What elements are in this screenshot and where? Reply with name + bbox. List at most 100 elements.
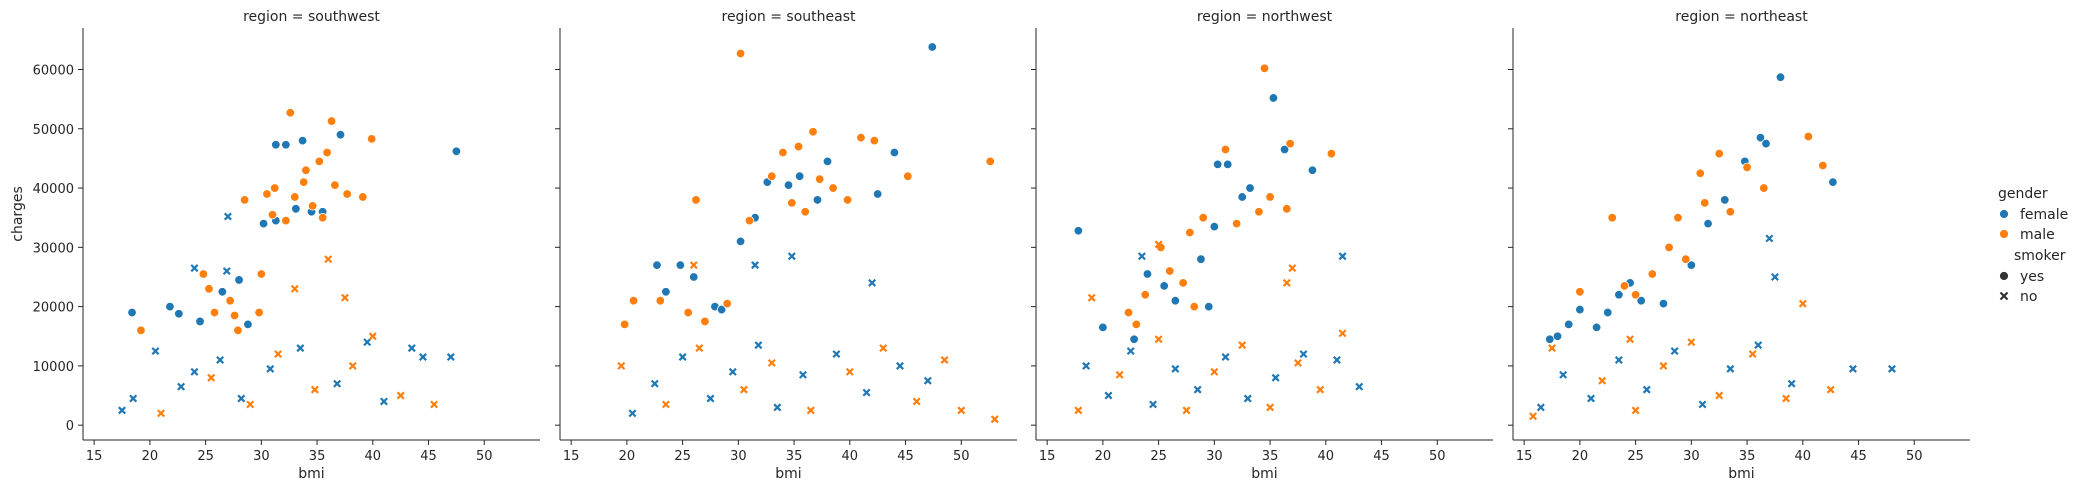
- data-point-male-smoker: [1803, 131, 1814, 142]
- data-point-male-smoker: [1198, 212, 1208, 223]
- data-point-male-smoker: [793, 141, 804, 152]
- data-point-male-smoker: [1220, 144, 1231, 155]
- data-point-female-smoker: [1279, 144, 1290, 155]
- data-point-male-nonsmoker: [990, 415, 999, 424]
- data-point-female-smoker: [281, 140, 291, 150]
- data-point-female-smoker: [165, 301, 175, 312]
- data-point-female-nonsmoker: [379, 397, 388, 406]
- data-point-male-smoker: [1681, 254, 1691, 264]
- data-point-male-nonsmoker: [617, 361, 626, 370]
- legend-male-label: male: [2020, 227, 2055, 243]
- data-point-female-nonsmoker: [1888, 364, 1896, 373]
- data-point-male-nonsmoker: [1282, 278, 1291, 287]
- data-point-female-nonsmoker: [296, 344, 305, 353]
- y-tick-label: 40000: [33, 182, 74, 197]
- data-point-male-smoker: [317, 212, 328, 223]
- data-point-male-nonsmoker: [940, 355, 949, 364]
- data-point-male-smoker: [1131, 319, 1142, 330]
- data-point-male-smoker: [1607, 212, 1617, 223]
- data-point-female-smoker: [217, 287, 228, 297]
- data-point-male-smoker: [1664, 242, 1674, 253]
- data-point-male-smoker: [225, 295, 235, 306]
- data-point-male-smoker: [744, 215, 755, 226]
- data-point-female-nonsmoker: [1082, 361, 1091, 370]
- x-tick-label: 30: [1683, 449, 1700, 464]
- legend-female-marker: [1999, 209, 2009, 219]
- data-point-male-nonsmoker: [1798, 299, 1807, 308]
- data-point-female-nonsmoker: [222, 267, 231, 276]
- data-point-male-smoker: [358, 192, 368, 202]
- data-point-male-nonsmoker: [957, 406, 966, 415]
- data-point-female-smoker: [291, 204, 301, 214]
- data-point-female-nonsmoker: [333, 379, 342, 388]
- data-point-female-smoker: [1307, 165, 1318, 175]
- data-point-male-smoker: [1178, 278, 1188, 288]
- data-point-male-smoker: [856, 132, 866, 143]
- data-point-female-smoker: [1614, 290, 1624, 300]
- x-tick-label: 35: [786, 449, 803, 464]
- data-point-male-nonsmoker: [348, 361, 357, 370]
- data-point-female-smoker: [258, 218, 269, 229]
- data-point-male-smoker: [815, 174, 825, 184]
- x-tick-label: 15: [1039, 449, 1056, 464]
- data-point-male-smoker: [342, 189, 352, 199]
- x-tick-label: 20: [142, 449, 159, 464]
- data-point-male-smoker: [307, 201, 318, 211]
- data-point-female-smoker: [735, 236, 746, 247]
- x-tick-label: 50: [1906, 449, 1923, 464]
- legend-hue-title: gender: [1998, 186, 2048, 202]
- x-tick-label: 30: [253, 449, 270, 464]
- data-point-male-smoker: [1630, 290, 1641, 300]
- data-point-male-smoker: [330, 180, 340, 190]
- data-point-female-smoker: [1703, 218, 1713, 229]
- x-tick-label: 50: [476, 449, 493, 464]
- data-point-male-smoker: [800, 207, 810, 217]
- data-point-female-smoker: [1636, 295, 1646, 306]
- data-point-female-smoker: [1212, 159, 1223, 170]
- facet-panels: region = southwest 15 20 25 30 35 40 45 50 bmi 0 10…: [33, 9, 1970, 482]
- data-point-male-nonsmoker: [1288, 264, 1297, 273]
- data-point-male-nonsmoker: [806, 406, 815, 415]
- panel-3: region = northwest 15 20 25 30 35 40 45 50 bmi: [1031, 9, 1493, 482]
- data-point-female-smoker: [1196, 254, 1206, 264]
- data-point-female-smoker: [1603, 307, 1613, 318]
- data-point-female-nonsmoker: [223, 212, 232, 221]
- data-point-male-smoker: [262, 189, 272, 199]
- data-point-male-nonsmoker: [324, 255, 333, 264]
- data-point-male-smoker: [1254, 207, 1264, 217]
- data-point-male-smoker: [787, 198, 797, 208]
- data-point-female-nonsmoker: [787, 252, 796, 261]
- data-point-female-nonsmoker: [1332, 355, 1341, 364]
- y-tick-label: 0: [66, 419, 74, 434]
- data-point-male-smoker: [735, 48, 746, 59]
- data-point-female-nonsmoker: [1355, 382, 1364, 391]
- y-tick-label: 60000: [33, 63, 74, 78]
- data-point-male-smoker: [209, 307, 220, 318]
- data-point-female-nonsmoker: [706, 394, 715, 403]
- data-point-female-smoker: [1552, 331, 1563, 341]
- data-point-male-smoker: [655, 295, 666, 306]
- data-point-male-nonsmoker: [1659, 361, 1668, 370]
- panel-title: region = northeast: [1675, 9, 1808, 25]
- y-tick-label: 10000: [33, 360, 74, 375]
- data-point-male-nonsmoker: [1182, 406, 1191, 415]
- data-point-male-smoker: [322, 147, 332, 158]
- data-point-male-smoker: [285, 108, 296, 118]
- x-tick-label: 50: [1429, 449, 1446, 464]
- data-point-female-smoker: [822, 156, 833, 167]
- data-point-female-smoker: [1775, 72, 1786, 82]
- data-point-male-nonsmoker: [845, 367, 854, 376]
- data-point-female-nonsmoker: [1104, 391, 1113, 400]
- data-point-female-nonsmoker: [1193, 385, 1202, 394]
- data-point-female-smoker: [927, 42, 937, 52]
- data-point-male-smoker: [326, 116, 337, 126]
- data-point-female-nonsmoker: [190, 367, 199, 376]
- data-point-male-smoker: [691, 195, 701, 205]
- x-tick-label: 20: [619, 449, 636, 464]
- data-point-male-smoker: [229, 310, 240, 321]
- data-point-male-nonsmoker: [1266, 403, 1275, 412]
- data-point-female-nonsmoker: [129, 394, 138, 403]
- data-point-female-smoker: [652, 260, 662, 270]
- x-tick-label: 35: [309, 449, 326, 464]
- data-point-female-nonsmoker: [1299, 350, 1308, 359]
